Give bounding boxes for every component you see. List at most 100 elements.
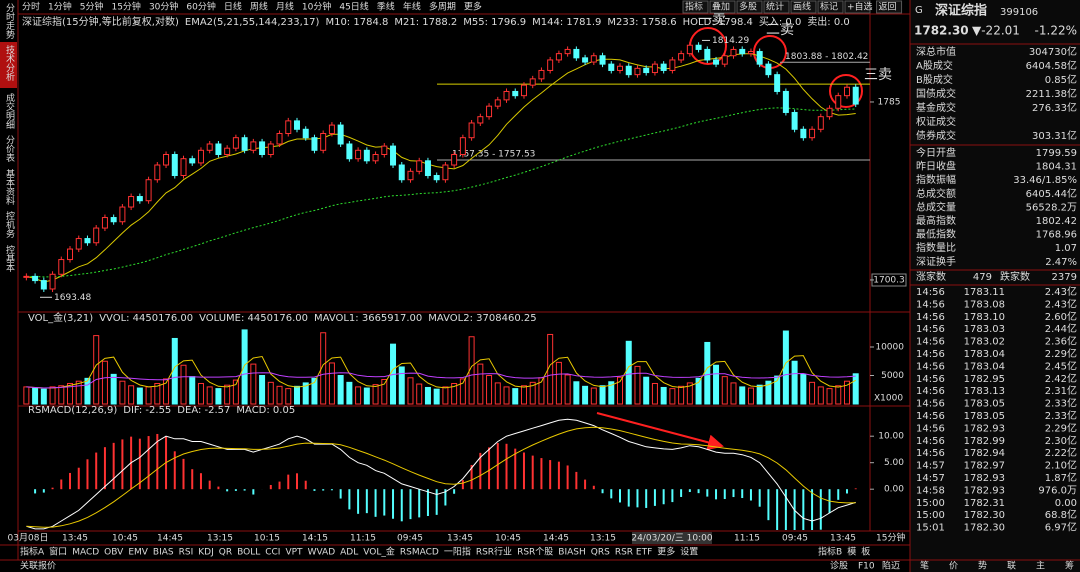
indicator-tab[interactable]: WVAD bbox=[308, 548, 336, 558]
candle bbox=[730, 48, 737, 57]
period-button[interactable]: 年线 bbox=[403, 1, 421, 13]
indicator-tab[interactable]: ADL bbox=[340, 548, 358, 558]
period-button[interactable]: 分时 bbox=[22, 1, 40, 13]
indicator-tab[interactable]: QRS bbox=[591, 548, 610, 558]
y-tick-label: 5000 bbox=[881, 371, 904, 381]
side-tab[interactable]: 分时走势 bbox=[4, 3, 15, 40]
template-tab[interactable]: 指标B bbox=[818, 546, 842, 558]
candle bbox=[459, 137, 466, 156]
period-button[interactable]: 日线 bbox=[224, 1, 242, 13]
candle bbox=[747, 51, 754, 55]
panel-icon[interactable]: 价 bbox=[949, 561, 958, 572]
tick-price: 1783.13 bbox=[964, 386, 1005, 397]
tick-price: 1783.11 bbox=[964, 287, 1005, 298]
period-button[interactable]: 5分钟 bbox=[80, 1, 104, 13]
period-button[interactable]: 更多 bbox=[464, 1, 482, 13]
candle bbox=[40, 280, 47, 290]
volume-bar bbox=[756, 384, 763, 405]
main-legend: HOLD: 1798.4 bbox=[683, 17, 753, 28]
side-tab[interactable]: 分价表 bbox=[4, 135, 15, 163]
indicator-tab[interactable]: RSMACD bbox=[400, 548, 439, 558]
indicator-tab[interactable]: CCI bbox=[265, 548, 280, 558]
indicator-tab[interactable]: BIAS bbox=[153, 548, 174, 558]
status-item[interactable]: 陷迈 bbox=[882, 560, 900, 572]
tick-price: 1783.03 bbox=[964, 324, 1005, 335]
tick-time: 14:56 bbox=[916, 448, 945, 459]
volume-bar bbox=[800, 373, 807, 405]
status-item[interactable]: F10 bbox=[858, 562, 875, 572]
indicator-tab[interactable]: RSR行业 bbox=[476, 546, 512, 558]
indicator-tab[interactable]: 指标A bbox=[20, 546, 45, 558]
side-tab[interactable]: 控基本 bbox=[4, 244, 15, 273]
status-item[interactable]: 诊股 bbox=[830, 560, 848, 572]
tick-time: 14:56 bbox=[916, 374, 945, 385]
tick-volume: 2.36亿 bbox=[1045, 335, 1077, 348]
volume-bar bbox=[276, 385, 283, 405]
panel-icon[interactable]: 势 bbox=[978, 560, 987, 572]
tool-button[interactable]: 叠加 bbox=[712, 2, 730, 13]
period-button[interactable]: 30分钟 bbox=[149, 1, 178, 13]
candle bbox=[32, 275, 39, 282]
tick-price: 1782.93 bbox=[964, 423, 1005, 434]
indicator-tab[interactable]: RSI bbox=[179, 548, 194, 558]
indicator-tab[interactable]: EMV bbox=[128, 548, 148, 558]
period-button[interactable]: 周线 bbox=[250, 1, 268, 13]
tick-volume: 2.43亿 bbox=[1045, 297, 1077, 310]
stat-value: 6404.58亿 bbox=[1026, 59, 1077, 72]
candle bbox=[617, 65, 624, 71]
indicator-tab[interactable]: OBV bbox=[104, 548, 124, 558]
time-label: 13:45 bbox=[62, 534, 88, 544]
stat-label: 最低指数 bbox=[916, 228, 956, 241]
panel-icon[interactable]: 筹 bbox=[1065, 560, 1074, 572]
indicator-tab[interactable]: VOL_金 bbox=[363, 546, 395, 558]
period-button[interactable]: 45日线 bbox=[339, 1, 368, 13]
tick-volume: 2.33亿 bbox=[1045, 409, 1077, 422]
period-button[interactable]: 1分钟 bbox=[48, 1, 72, 13]
indicator-tab[interactable]: KDJ bbox=[198, 548, 214, 558]
indicator-tab[interactable]: RSR ETF bbox=[615, 548, 652, 558]
time-label: 13:45 bbox=[447, 534, 473, 544]
indicator-tab[interactable]: BOLL bbox=[237, 548, 260, 558]
period-button[interactable]: 60分钟 bbox=[186, 1, 215, 13]
indicator-tab[interactable]: 窗口 bbox=[49, 546, 67, 558]
template-tab[interactable]: 模 bbox=[847, 547, 856, 558]
indicator-tab[interactable]: RSR个股 bbox=[517, 547, 553, 558]
side-tab[interactable]: 控机务 bbox=[4, 210, 15, 239]
panel-icon[interactable]: 联 bbox=[1007, 561, 1016, 572]
indicator-tab[interactable]: 更多 bbox=[657, 546, 675, 558]
tool-button[interactable]: 统计 bbox=[766, 1, 784, 13]
main-legend: M55: 1796.9 bbox=[463, 17, 526, 28]
indicator-tab[interactable]: 一阳指 bbox=[444, 546, 471, 558]
volume-bar bbox=[58, 385, 65, 405]
indicator-tab[interactable]: MACD bbox=[72, 548, 99, 558]
period-button[interactable]: 15分钟 bbox=[111, 1, 140, 13]
tool-button[interactable]: 指标 bbox=[685, 1, 703, 13]
tool-button[interactable]: 返回 bbox=[879, 1, 897, 13]
indicator-tab[interactable]: VPT bbox=[285, 548, 303, 558]
tool-button[interactable]: +自选 bbox=[847, 1, 873, 13]
status-left[interactable]: 关联报价 bbox=[20, 560, 56, 572]
panel-icon[interactable]: 主 bbox=[1036, 560, 1045, 572]
volume-bar bbox=[381, 378, 388, 405]
tool-button[interactable]: 画线 bbox=[793, 1, 811, 13]
template-tab[interactable]: 板 bbox=[861, 546, 870, 558]
side-tab[interactable]: 成交明细 bbox=[4, 92, 15, 129]
time-label: 14:45 bbox=[157, 534, 183, 544]
indicator-tab[interactable]: BIASH bbox=[558, 548, 585, 558]
side-tab[interactable]: 基本资料 bbox=[4, 168, 15, 206]
period-button[interactable]: 多周期 bbox=[429, 1, 456, 13]
period-button[interactable]: 季线 bbox=[377, 1, 395, 13]
candle bbox=[171, 154, 178, 177]
tool-box bbox=[709, 0, 736, 14]
time-label: 13:45 bbox=[830, 534, 856, 544]
tool-button[interactable]: 标记 bbox=[820, 1, 838, 13]
period-button[interactable]: 10分钟 bbox=[302, 1, 331, 13]
side-tab[interactable]: 技术分析 bbox=[4, 44, 15, 82]
volume-bar bbox=[145, 386, 152, 405]
period-button[interactable]: 月线 bbox=[276, 1, 294, 13]
indicator-tab[interactable]: 设置 bbox=[680, 547, 698, 558]
volume-bar bbox=[154, 382, 161, 405]
tool-button[interactable]: 多股 bbox=[739, 1, 757, 13]
indicator-tab[interactable]: QR bbox=[219, 548, 232, 558]
panel-icon[interactable]: 笔 bbox=[920, 560, 929, 572]
